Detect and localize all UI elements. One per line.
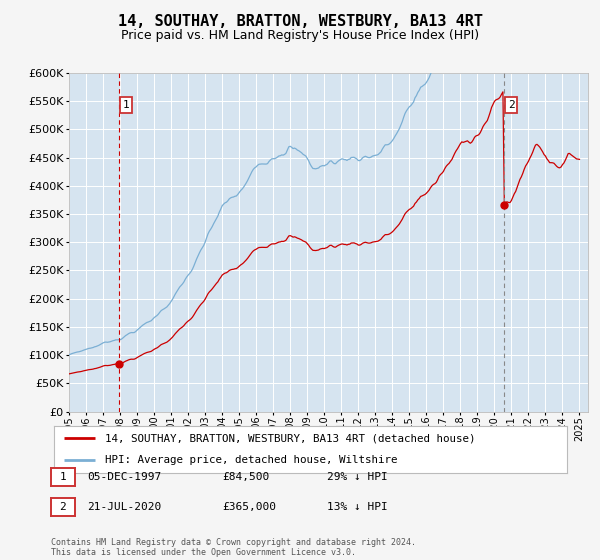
Text: 14, SOUTHAY, BRATTON, WESTBURY, BA13 4RT (detached house): 14, SOUTHAY, BRATTON, WESTBURY, BA13 4RT…: [106, 433, 476, 444]
Text: 1: 1: [59, 472, 67, 482]
Text: £365,000: £365,000: [222, 502, 276, 512]
Text: £84,500: £84,500: [222, 472, 269, 482]
Text: 21-JUL-2020: 21-JUL-2020: [87, 502, 161, 512]
Text: 14, SOUTHAY, BRATTON, WESTBURY, BA13 4RT: 14, SOUTHAY, BRATTON, WESTBURY, BA13 4RT: [118, 14, 482, 29]
Text: Price paid vs. HM Land Registry's House Price Index (HPI): Price paid vs. HM Land Registry's House …: [121, 29, 479, 42]
Text: 2: 2: [59, 502, 67, 512]
Text: 1: 1: [123, 100, 130, 110]
Text: 13% ↓ HPI: 13% ↓ HPI: [327, 502, 388, 512]
Text: Contains HM Land Registry data © Crown copyright and database right 2024.
This d: Contains HM Land Registry data © Crown c…: [51, 538, 416, 557]
Text: 05-DEC-1997: 05-DEC-1997: [87, 472, 161, 482]
Text: HPI: Average price, detached house, Wiltshire: HPI: Average price, detached house, Wilt…: [106, 455, 398, 465]
Text: 29% ↓ HPI: 29% ↓ HPI: [327, 472, 388, 482]
Text: 2: 2: [508, 100, 515, 110]
